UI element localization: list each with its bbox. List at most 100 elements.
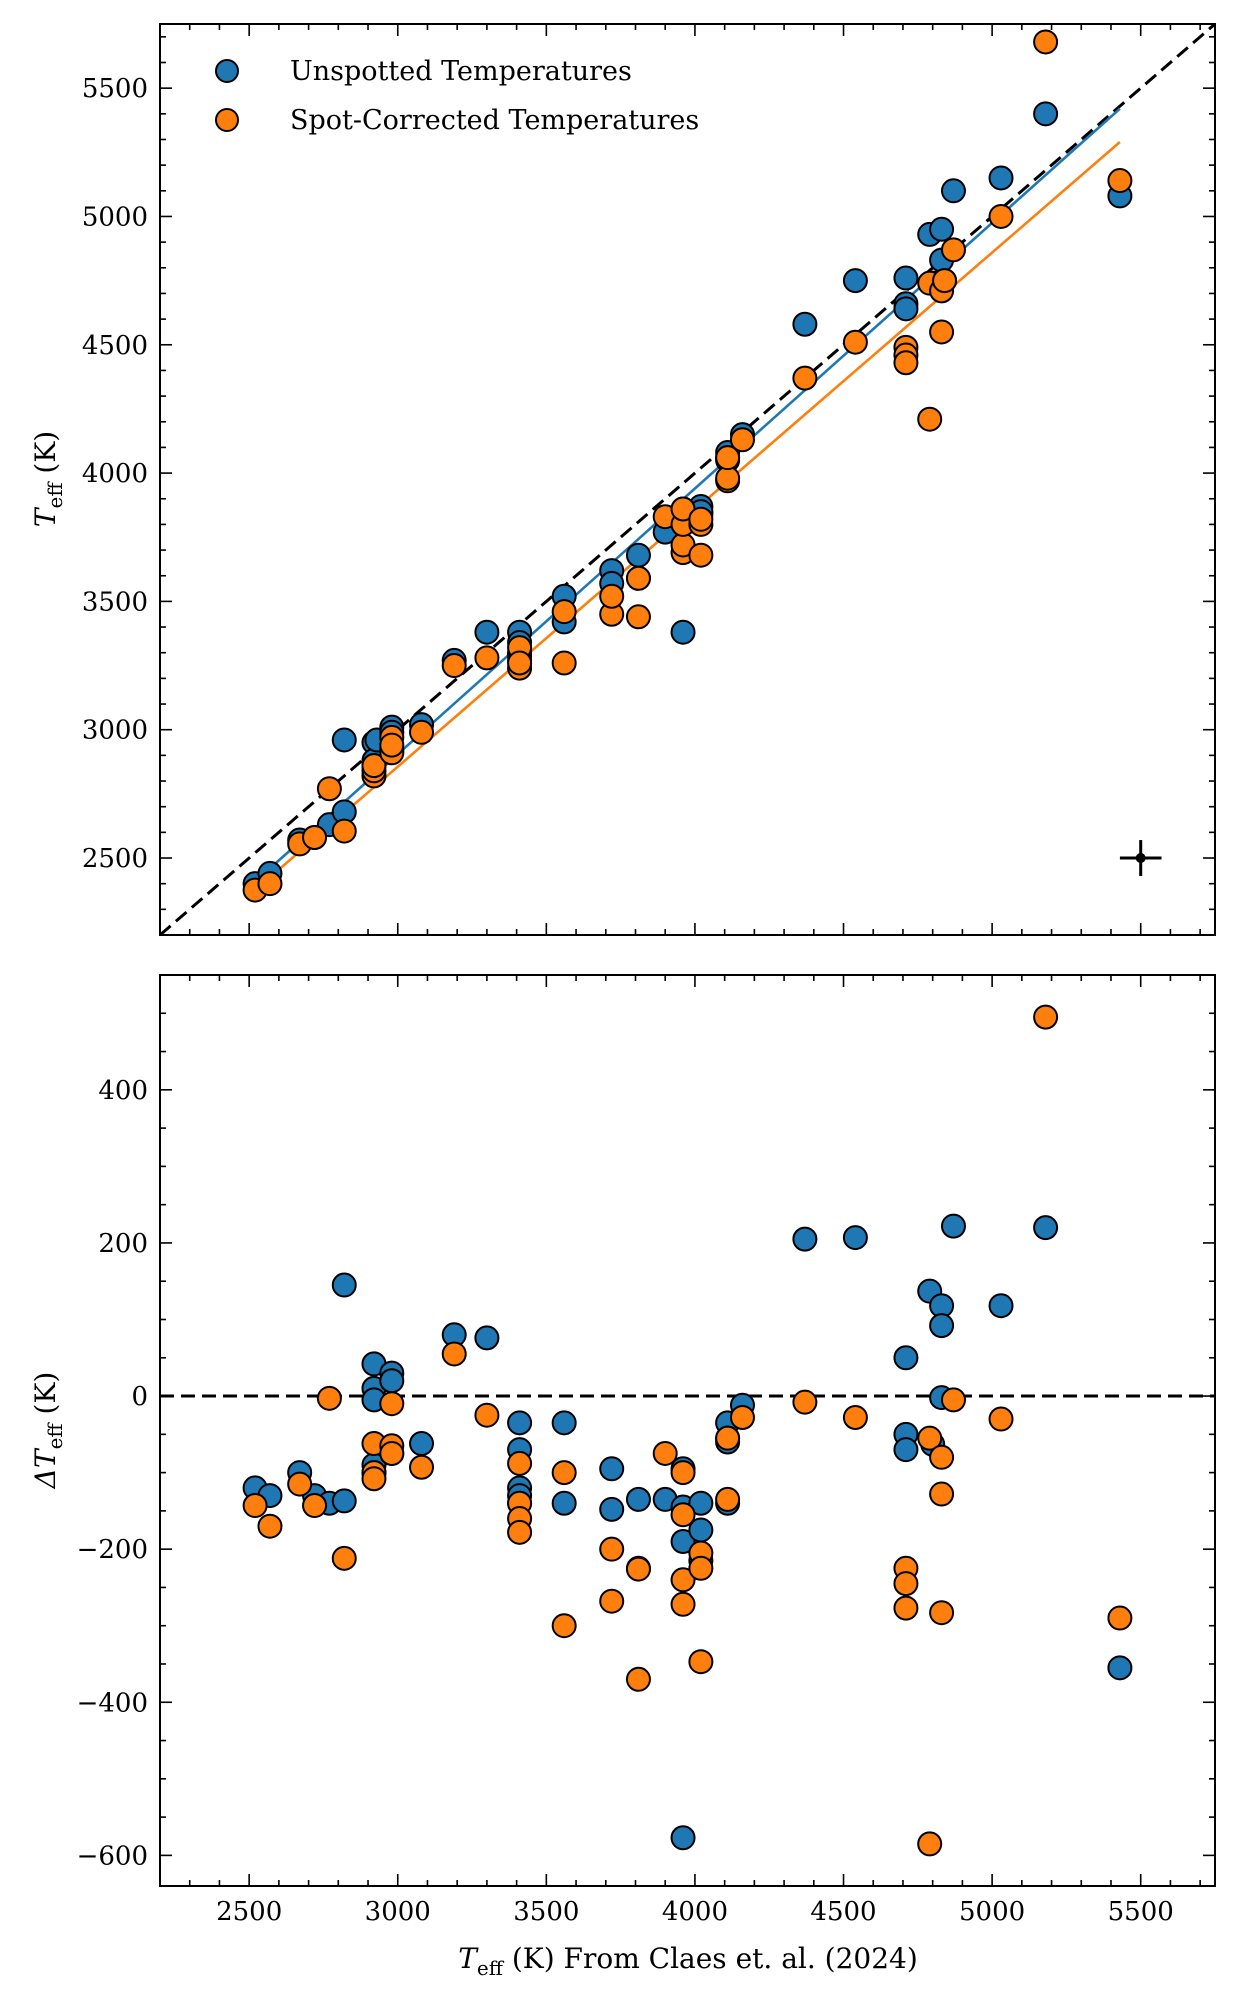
spot-corrected-point [379,1440,405,1466]
x-tick-label: 4000 [662,1897,728,1927]
spot-corrected-point [893,1571,919,1597]
spot-corrected-point [929,1481,955,1507]
unspotted-point [893,265,919,291]
y-tick-label: 3500 [82,587,148,617]
spot-corrected-point [1107,168,1133,194]
spot-corrected-point [1033,29,1059,55]
spot-corrected-point [287,1471,313,1497]
unspotted-point [551,1410,577,1436]
unspotted-point [331,1272,357,1298]
spot-corrected-point [688,1555,714,1581]
unspotted-point [474,619,500,645]
unspotted-point [670,619,696,645]
top-y-axis-label: Teff (K) [29,431,67,527]
unspotted-point [625,542,651,568]
error-bar-center [1135,853,1146,864]
y-tick-label: 2500 [82,844,148,874]
spot-corrected-point [507,1450,533,1476]
unspotted-point [409,1431,435,1457]
y-tick-label: 4500 [82,331,148,361]
spot-corrected-point [715,445,741,471]
spot-corrected-point [893,1595,919,1621]
spot-corrected-point [670,1502,696,1528]
spot-corrected-point [1033,1004,1059,1030]
spot-corrected-point [409,719,435,745]
unspotted-point [599,1496,625,1522]
spot-corrected-point [507,1519,533,1545]
y-tick-label: 0 [131,1382,148,1412]
top-panel-frame [159,23,1216,936]
unspotted-point [929,216,955,242]
unspotted-point [792,1226,818,1252]
spot-corrected-point [599,1588,625,1614]
spot-corrected-point [551,650,577,676]
unspotted-point [625,1486,651,1512]
spot-corrected-point [507,650,533,676]
unspotted-point [1033,101,1059,127]
spot-corrected-point [1107,1605,1133,1631]
y-tick-label: −400 [77,1688,148,1718]
spot-corrected-point [670,1567,696,1593]
spot-corrected-point [929,1444,955,1470]
y-tick-label: 400 [98,1076,148,1106]
spot-corrected-point [917,1831,943,1857]
unspotted-point [842,1225,868,1251]
unspotted-point [507,1410,533,1436]
unspotted-point [988,1293,1014,1319]
y-tick-label: −600 [77,1841,148,1871]
unspotted-point [940,1213,966,1239]
spot-corrected-point [302,1493,328,1519]
spot-corrected-point [842,1404,868,1430]
spot-corrected-point [842,329,868,355]
x-tick-label: 3000 [365,1897,431,1927]
spot-corrected-point [361,1466,387,1492]
legend-label-unspotted: Unspotted Temperatures [290,56,632,87]
spot-corrected-point [551,599,577,625]
x-tick-label: 2500 [216,1897,282,1927]
spot-corrected-point [729,427,755,453]
spot-corrected-point [893,350,919,376]
spot-corrected-point [625,565,651,591]
x-tick-label: 5000 [959,1897,1025,1927]
spot-corrected-point [917,1425,943,1451]
spot-corrected-point [715,1486,741,1512]
unspotted-point [893,296,919,322]
y-tick-label: 200 [98,1229,148,1259]
spot-corrected-point [729,1404,755,1430]
x-axis-label: Teff (K) From Claes et. al. (2024) [458,1942,918,1980]
spot-corrected-point [688,542,714,568]
spot-corrected-point [474,1402,500,1428]
bottom-panel-y-tick-labels: −600 −400 −200 0 200 400 [77,1076,148,1872]
y-tick-label: 3000 [82,716,148,746]
y-tick-label: 5000 [82,202,148,232]
spot-corrected-point [257,1513,283,1539]
unspotted-point [670,1529,696,1555]
spot-corrected-point [379,1391,405,1417]
spot-corrected-point [625,1556,651,1582]
error-bar [1119,840,1162,876]
x-tick-label: 5500 [1108,1897,1174,1927]
spot-corrected-point [940,237,966,263]
spot-corrected-point [670,1460,696,1486]
bottom-spot-corrected-points [242,1004,1133,1857]
legend-marker-unspotted [215,59,239,83]
spot-corrected-point [379,732,405,758]
spot-corrected-point [242,1493,268,1519]
unspotted-point [792,311,818,337]
spot-corrected-point [599,1536,625,1562]
spot-corrected-point [257,871,283,897]
spot-corrected-point [551,1613,577,1639]
spot-corrected-point [670,1591,696,1617]
unspotted-point [688,1490,714,1516]
unspotted-point [842,268,868,294]
unspotted-point [893,1437,919,1463]
spot-corrected-point [988,1406,1014,1432]
spot-corrected-point [625,604,651,630]
spot-corrected-point [932,268,958,294]
spot-corrected-point [792,1389,818,1415]
top-panel-y-tick-labels: 2500 3000 3500 4000 4500 5000 5500 [82,74,148,874]
spot-corrected-point [792,365,818,391]
bottom-panel: −600 −400 −200 0 200 400 2500 3000 3500 4000 4500… [29,974,1216,1980]
